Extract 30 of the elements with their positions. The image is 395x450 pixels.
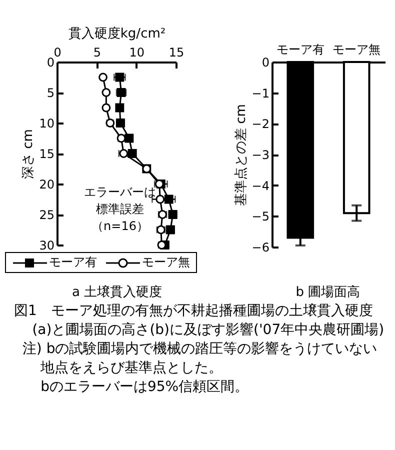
y-tick-label: −1 xyxy=(252,86,270,100)
y-tick-label: −4 xyxy=(252,178,270,193)
y-tick-label: −6 xyxy=(252,240,270,254)
y-tick-label: −2 xyxy=(252,117,270,132)
y-tick-label: −5 xyxy=(252,210,270,224)
x-tick-label: モーア有 xyxy=(276,42,324,56)
y-tick-label: 25 xyxy=(39,208,54,222)
y-axis-title: 基準点との差 cm xyxy=(234,104,249,206)
y-tick-label: 0 xyxy=(46,56,54,70)
x-tick-label: 5 xyxy=(93,46,101,60)
y-axis-title: 深さ cm xyxy=(21,129,36,179)
y-tick-label: 15 xyxy=(39,147,54,161)
y-tick-label: 5 xyxy=(46,86,54,100)
legend-label: モーア有 xyxy=(49,254,97,271)
y-tick-label: 10 xyxy=(39,116,54,130)
text: 注) bの試験圃場内で機械の踏圧等の影響をうけていない地点をえらび基準点とした。 xyxy=(21,340,378,378)
text: b 圃場面高 xyxy=(296,284,360,301)
y-tick-label: 0 xyxy=(262,56,270,70)
y-tick-label: −3 xyxy=(252,148,270,162)
y-tick-label: 30 xyxy=(39,238,54,252)
text: a 土壌貫入硬度 xyxy=(72,284,162,301)
text: bのエラーバーは95%信頼区間。 xyxy=(40,378,250,397)
x-tick-label: 10 xyxy=(129,46,144,60)
x-tick-label: モーア無 xyxy=(332,42,381,56)
caption: 図1 モーア処理の有無が不耕起播種圃場の土壌貫入硬度(a)と圃場面の高さ(b)に及ぼす影響('07年中央農研圃場) xyxy=(14,302,385,340)
y-tick-label: 20 xyxy=(39,178,54,192)
x-tick-label: 15 xyxy=(168,46,184,60)
annotation: エラーバーは標準誤差（n=16） xyxy=(83,184,157,235)
legend-label: モーア無 xyxy=(142,254,190,271)
x-axis-title: 貫入硬度kg/cm² xyxy=(68,26,166,42)
